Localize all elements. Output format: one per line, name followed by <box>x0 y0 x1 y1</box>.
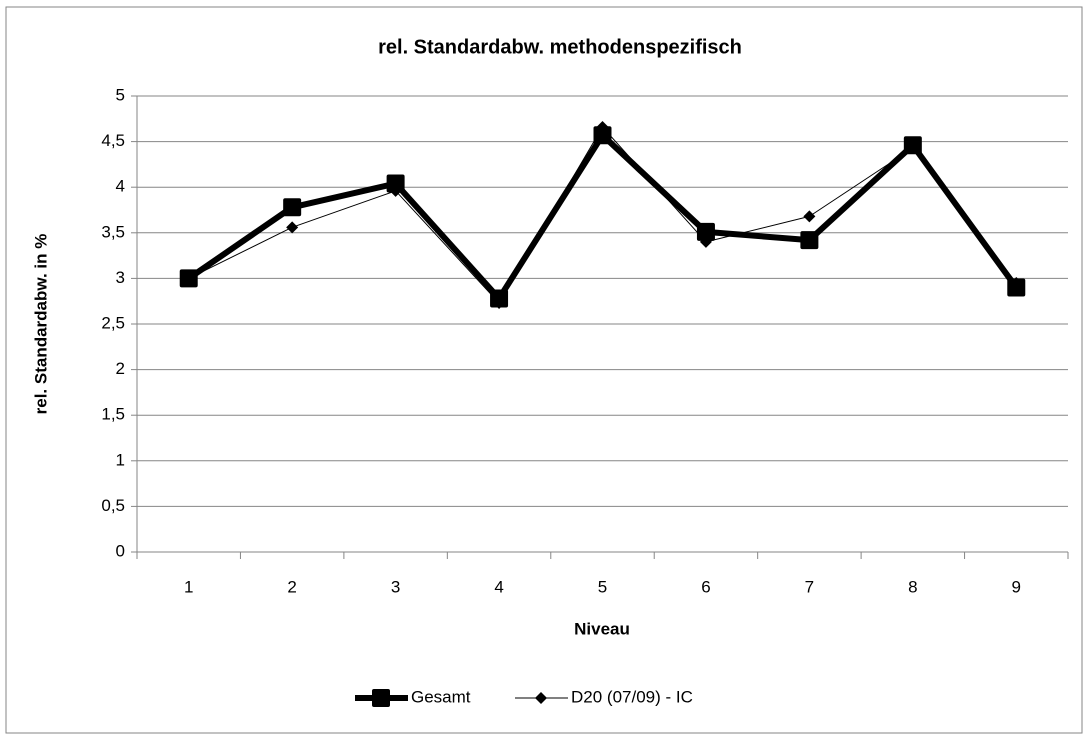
x-tick-label: 5 <box>598 577 607 596</box>
legend-label: D20 (07/09) - IC <box>571 687 693 706</box>
x-tick-label: 3 <box>391 577 400 596</box>
y-tick-label: 5 <box>116 85 125 104</box>
data-point <box>593 126 612 145</box>
data-point <box>696 222 715 241</box>
data-point <box>903 136 922 155</box>
legend-marker <box>372 689 390 707</box>
x-tick-label: 7 <box>805 577 814 596</box>
x-tick-label: 8 <box>908 577 917 596</box>
y-tick-label: 2,5 <box>101 313 125 332</box>
chart-title: rel. Standardabw. methodenspezifisch <box>378 36 742 58</box>
y-tick-label: 2 <box>116 359 125 378</box>
y-tick-label: 3 <box>116 268 125 287</box>
data-point <box>803 210 816 223</box>
legend-label: Gesamt <box>411 687 471 706</box>
data-point <box>283 198 302 217</box>
data-point <box>286 221 299 234</box>
x-tick-label: 2 <box>287 577 296 596</box>
legend-marker <box>535 692 547 704</box>
y-tick-label: 3,5 <box>101 222 125 241</box>
data-point <box>179 269 198 288</box>
y-tick-label: 0 <box>116 541 125 560</box>
x-tick-label: 4 <box>494 577 503 596</box>
data-point <box>800 231 819 250</box>
y-tick-label: 4 <box>116 177 125 196</box>
y-axis-label: rel. Standardabw. in % <box>31 234 50 415</box>
y-tick-label: 1 <box>116 450 125 469</box>
x-tick-label: 9 <box>1012 577 1021 596</box>
data-point <box>386 174 405 193</box>
x-axis-label: Niveau <box>574 619 630 638</box>
data-point <box>1007 278 1026 297</box>
data-point <box>490 289 509 308</box>
y-tick-label: 0,5 <box>101 496 125 515</box>
y-tick-label: 1,5 <box>101 405 125 424</box>
x-tick-label: 1 <box>184 577 193 596</box>
y-tick-label: 4,5 <box>101 131 125 150</box>
x-tick-label: 6 <box>701 577 710 596</box>
